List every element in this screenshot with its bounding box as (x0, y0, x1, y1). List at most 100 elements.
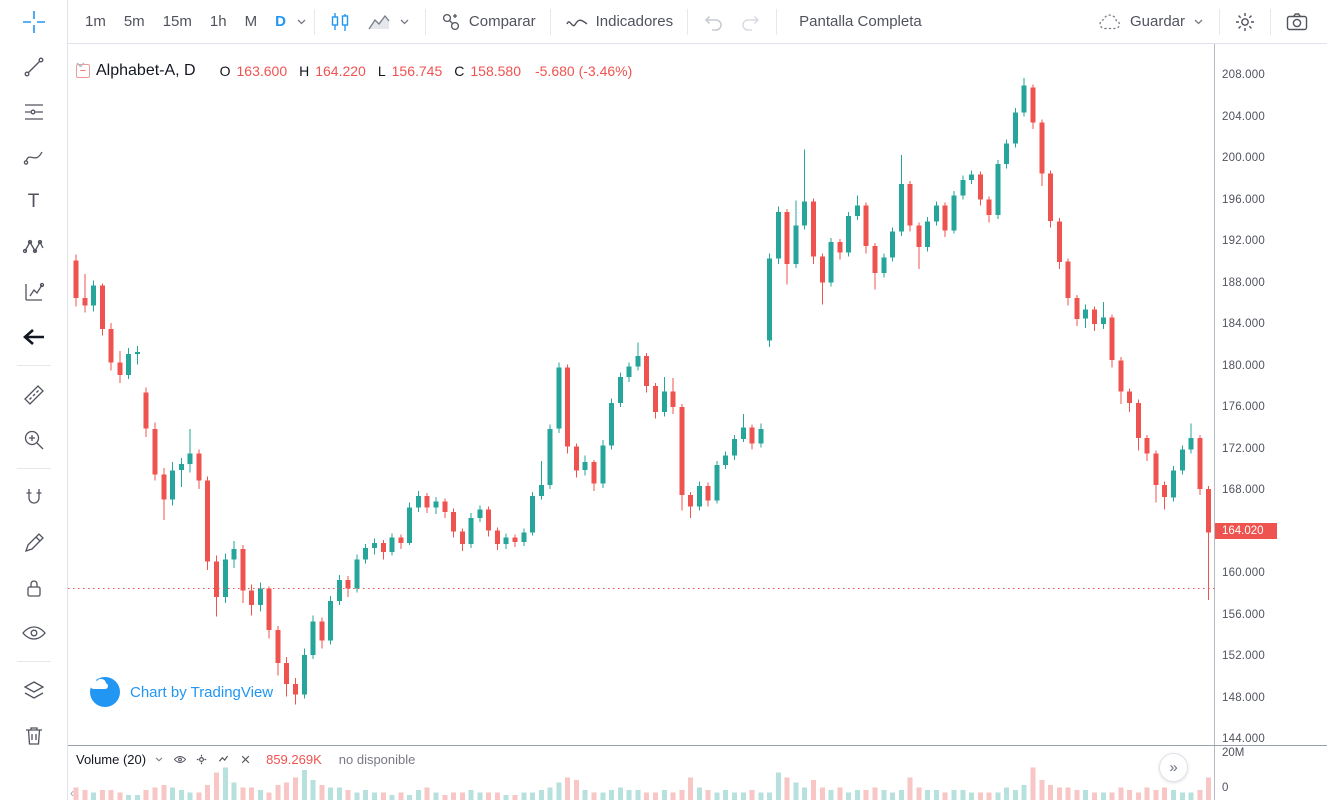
price-axis-label: 196.000 (1222, 193, 1265, 206)
redo-button[interactable] (732, 5, 770, 39)
undo-icon (702, 13, 724, 31)
hide-drawings[interactable] (0, 610, 68, 655)
top-toolbar: 1m 5m 15m 1h M D Comparar (68, 0, 1327, 44)
toolbar-separator (313, 8, 315, 35)
interval-1m[interactable]: 1m (85, 13, 106, 30)
volume-pane[interactable]: Volume (20) 859.269K no disponible » (68, 746, 1214, 800)
candlestick-icon (329, 11, 351, 33)
price-axis-label: 192.000 (1222, 235, 1265, 247)
low-label: L (377, 63, 386, 79)
price-axis-label: 172.000 (1222, 442, 1265, 455)
price-axis-label: 160.000 (1222, 567, 1265, 579)
close-value: 158.580 (470, 63, 521, 79)
tradingview-logo-icon[interactable] (90, 677, 120, 707)
back-arrow-drawing[interactable] (0, 314, 68, 359)
toolbar-separator (687, 8, 689, 35)
open-label: O (219, 63, 231, 79)
sidebar-divider (16, 468, 51, 469)
indicators-label: Indicadores (595, 13, 674, 30)
sidebar-divider (16, 365, 51, 366)
toolbar-separator (776, 8, 778, 35)
volume-settings-icon[interactable] (194, 752, 209, 767)
interval-1h[interactable]: 1h (209, 13, 227, 30)
interval-15m[interactable]: 15m (162, 13, 192, 30)
fibonacci-tool[interactable] (0, 89, 68, 134)
high-label: H (299, 63, 310, 79)
volume-source-icon[interactable] (216, 752, 231, 767)
magnet-icon (22, 486, 46, 510)
pane-separator[interactable] (68, 745, 1327, 746)
tradingview-link[interactable]: Chart by TradingView (130, 683, 274, 701)
fullscreen-button[interactable]: Pantalla Completa (783, 5, 938, 39)
toolbar-separator (549, 8, 551, 35)
price-axis-label: 156.000 (1222, 608, 1265, 621)
cloud-save-icon (1097, 12, 1123, 32)
volume-visibility-icon[interactable] (172, 752, 187, 767)
measure-tool[interactable] (0, 372, 68, 417)
volume-status: no disponible (338, 752, 416, 767)
price-axis[interactable]: 208.000 204.000 200.000 196.000 192.000 188.0… (1214, 44, 1327, 800)
interval-M[interactable]: M (244, 13, 258, 30)
toolbar-separator (1270, 8, 1271, 35)
interval-D[interactable]: D (275, 13, 286, 30)
price-axis-label: 168.000 (1222, 484, 1265, 496)
interval-menu-chevron-down-icon[interactable] (295, 19, 308, 25)
settings-button[interactable] (1226, 5, 1264, 39)
pattern-tool[interactable] (0, 224, 68, 269)
price-axis-label: 188.000 (1222, 276, 1265, 289)
zoom-tool[interactable] (0, 417, 68, 462)
compare-button[interactable]: Comparar (432, 5, 544, 39)
volume-legend: Volume (20) 859.269K no disponible (76, 752, 415, 767)
brush-icon (22, 145, 46, 169)
volume-chevron-down-icon[interactable] (153, 757, 165, 762)
layers-icon (22, 679, 46, 703)
volume-axis-max: 20M (1222, 747, 1245, 759)
symbol-title[interactable]: Alphabet-A, D (96, 62, 196, 79)
scroll-left-icon[interactable]: ‹ (70, 786, 74, 800)
remove-drawings[interactable] (0, 713, 68, 758)
high-value: 164.220 (315, 63, 366, 79)
volume-title[interactable]: Volume (20) (76, 752, 147, 767)
snapshot-button[interactable] (1277, 5, 1317, 39)
chart-style-button[interactable] (359, 5, 419, 39)
crosshair-icon (21, 9, 47, 35)
lock-drawings[interactable] (0, 565, 68, 610)
drawing-toolbar: T (0, 0, 68, 800)
text-tool-icon: T (27, 190, 40, 212)
toolbar-separator (424, 8, 426, 35)
save-button[interactable]: Guardar (1089, 5, 1213, 39)
indicators-button[interactable]: Indicadores (557, 5, 682, 39)
fullscreen-label: Pantalla Completa (799, 13, 922, 30)
volume-close-icon[interactable] (238, 752, 253, 767)
price-axis-label: 208.000 (1222, 69, 1265, 81)
text-tool[interactable]: T (0, 179, 68, 224)
volume-value: 859.269K (266, 752, 322, 767)
trend-line-tool[interactable] (0, 44, 68, 89)
compare-label: Comparar (468, 13, 536, 30)
eye-icon (21, 622, 47, 644)
toolbar-separator (1219, 8, 1220, 35)
brush-tool[interactable] (0, 134, 68, 179)
gear-icon (1234, 11, 1256, 33)
tradingview-attribution: Chart by TradingView (90, 677, 273, 707)
interval-5m[interactable]: 5m (123, 13, 145, 30)
save-label: Guardar (1129, 13, 1185, 30)
last-price-label: 164.020 (1215, 523, 1277, 540)
restore-pane-button[interactable]: » (1159, 753, 1188, 782)
volume-axis-zero: 0 (1222, 782, 1229, 794)
redo-icon (740, 13, 762, 31)
low-value: 156.745 (391, 63, 443, 79)
price-chart-pane[interactable]: − Alphabet-A, D O 163.600 H 164.220 L 15… (68, 44, 1214, 745)
legend: − Alphabet-A, D O 163.600 H 164.220 L 15… (76, 62, 632, 80)
stay-in-drawing-mode[interactable] (0, 520, 68, 565)
object-tree[interactable] (0, 668, 68, 713)
change-value: -5.680 (-3.46%) (534, 63, 633, 79)
cursor-crosshair-tool[interactable] (0, 0, 68, 44)
chart-type-candles-button[interactable] (321, 5, 359, 39)
open-value: 163.600 (236, 63, 288, 79)
magnet-mode[interactable] (0, 475, 68, 520)
undo-button[interactable] (694, 5, 732, 39)
forecast-tool[interactable] (0, 269, 68, 314)
close-label: C (454, 63, 465, 79)
sidebar-divider (16, 661, 51, 662)
